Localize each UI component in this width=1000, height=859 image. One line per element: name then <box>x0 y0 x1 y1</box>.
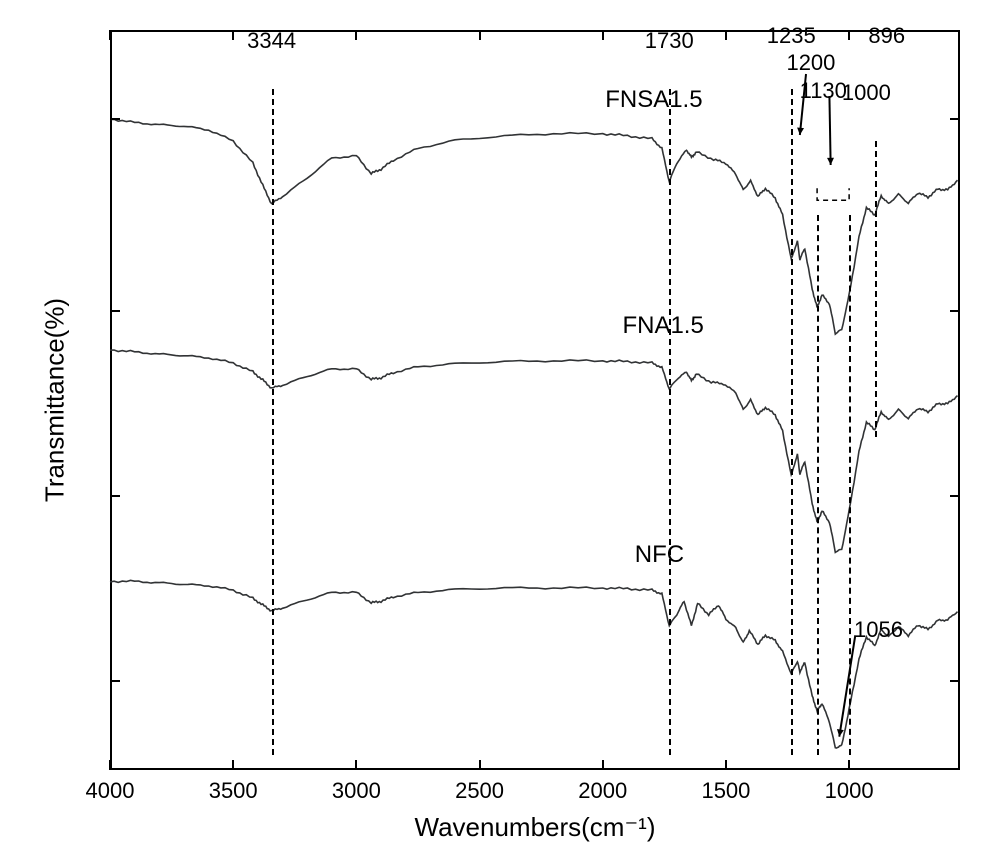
x-tick <box>109 30 111 40</box>
y-tick <box>110 680 120 682</box>
y-tick <box>110 118 120 120</box>
peak-label: 3344 <box>247 28 296 54</box>
peak-line <box>875 141 877 437</box>
x-tick <box>602 760 604 770</box>
x-tick <box>232 30 234 40</box>
x-tick <box>479 30 481 40</box>
x-tick <box>725 760 727 770</box>
series-label: NFC <box>635 541 684 569</box>
x-tick-label: 2000 <box>578 778 627 804</box>
x-tick <box>109 760 111 770</box>
y-tick <box>110 495 120 497</box>
peak-label: 1130 <box>800 78 847 104</box>
x-tick-label: 2500 <box>455 778 504 804</box>
x-tick <box>479 760 481 770</box>
peak-label: 1730 <box>645 28 694 54</box>
peak-label: 1000 <box>842 80 891 106</box>
x-tick <box>848 30 850 40</box>
peak-line <box>272 89 274 755</box>
peak-line <box>669 89 671 755</box>
series-label: FNA1.5 <box>622 312 703 340</box>
y-axis-label: Transmittance(%) <box>40 298 71 502</box>
x-tick-label: 3500 <box>209 778 258 804</box>
peak-label: 896 <box>868 23 905 49</box>
x-axis-label: Wavenumbers(cm⁻¹) <box>414 812 655 843</box>
peak-label: 1235 <box>767 23 816 49</box>
y-tick <box>110 310 120 312</box>
peak-line <box>791 89 793 755</box>
series-label: FNSA1.5 <box>605 86 702 114</box>
plot-area <box>110 30 960 770</box>
peak-line <box>849 215 851 755</box>
x-tick <box>848 760 850 770</box>
x-tick-label: 1000 <box>825 778 874 804</box>
y-tick <box>950 310 960 312</box>
peak-label: 1200 <box>786 50 835 76</box>
ftir-figure: Transmittance(%) Wavenumbers(cm⁻¹) 4000 3… <box>0 0 1000 859</box>
y-tick <box>950 495 960 497</box>
y-tick <box>950 118 960 120</box>
x-tick <box>355 760 357 770</box>
x-tick-label: 1500 <box>701 778 750 804</box>
peak-label: 1056 <box>854 617 903 643</box>
y-tick <box>950 680 960 682</box>
peak-line <box>817 215 819 755</box>
x-tick <box>355 30 357 40</box>
x-tick-label: 3000 <box>332 778 381 804</box>
x-tick <box>725 30 727 40</box>
x-tick <box>232 760 234 770</box>
x-tick <box>602 30 604 40</box>
x-tick-label: 4000 <box>86 778 135 804</box>
